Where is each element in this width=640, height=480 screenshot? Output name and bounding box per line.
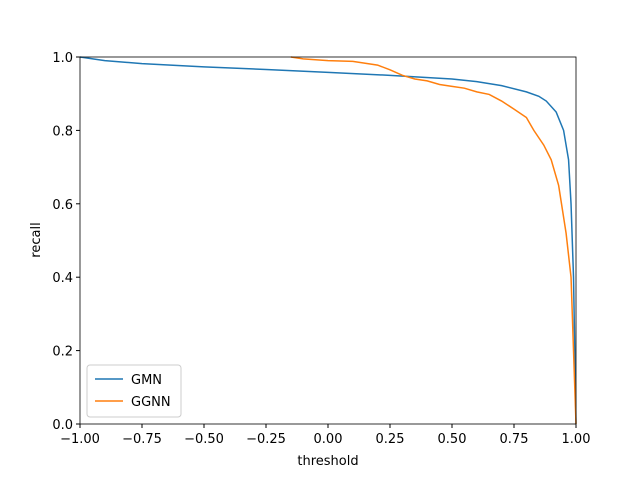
x-tick-label: −0.50 — [184, 432, 224, 447]
x-tick-label: 0.25 — [376, 432, 405, 447]
plot-frame — [79, 56, 577, 425]
y-axis-label: recall — [29, 222, 44, 257]
legend-box — [86, 364, 182, 418]
y-tick-label: 1.0 — [52, 51, 73, 66]
x-tick-label: −0.75 — [122, 432, 162, 447]
x-tick-label: 0.50 — [438, 432, 467, 447]
x-axis-label: threshold — [297, 454, 358, 469]
y-tick-label: 0.8 — [52, 124, 73, 139]
y-tick-label: 0.4 — [52, 271, 73, 286]
y-tick-label: 0.6 — [52, 198, 73, 213]
x-tick-label: −1.00 — [60, 432, 100, 447]
legend-label: GGNN — [131, 395, 171, 410]
series-line — [290, 56, 577, 425]
x-tick-label: 1.00 — [562, 432, 591, 447]
x-tick-label: −0.25 — [246, 432, 286, 447]
series-line — [79, 56, 577, 425]
y-tick-label: 0.0 — [52, 418, 73, 433]
x-tick-label: 0.75 — [500, 432, 529, 447]
legend-label: GMN — [131, 373, 162, 388]
y-tick-label: 0.2 — [52, 345, 73, 360]
x-tick-label: 0.00 — [314, 432, 343, 447]
